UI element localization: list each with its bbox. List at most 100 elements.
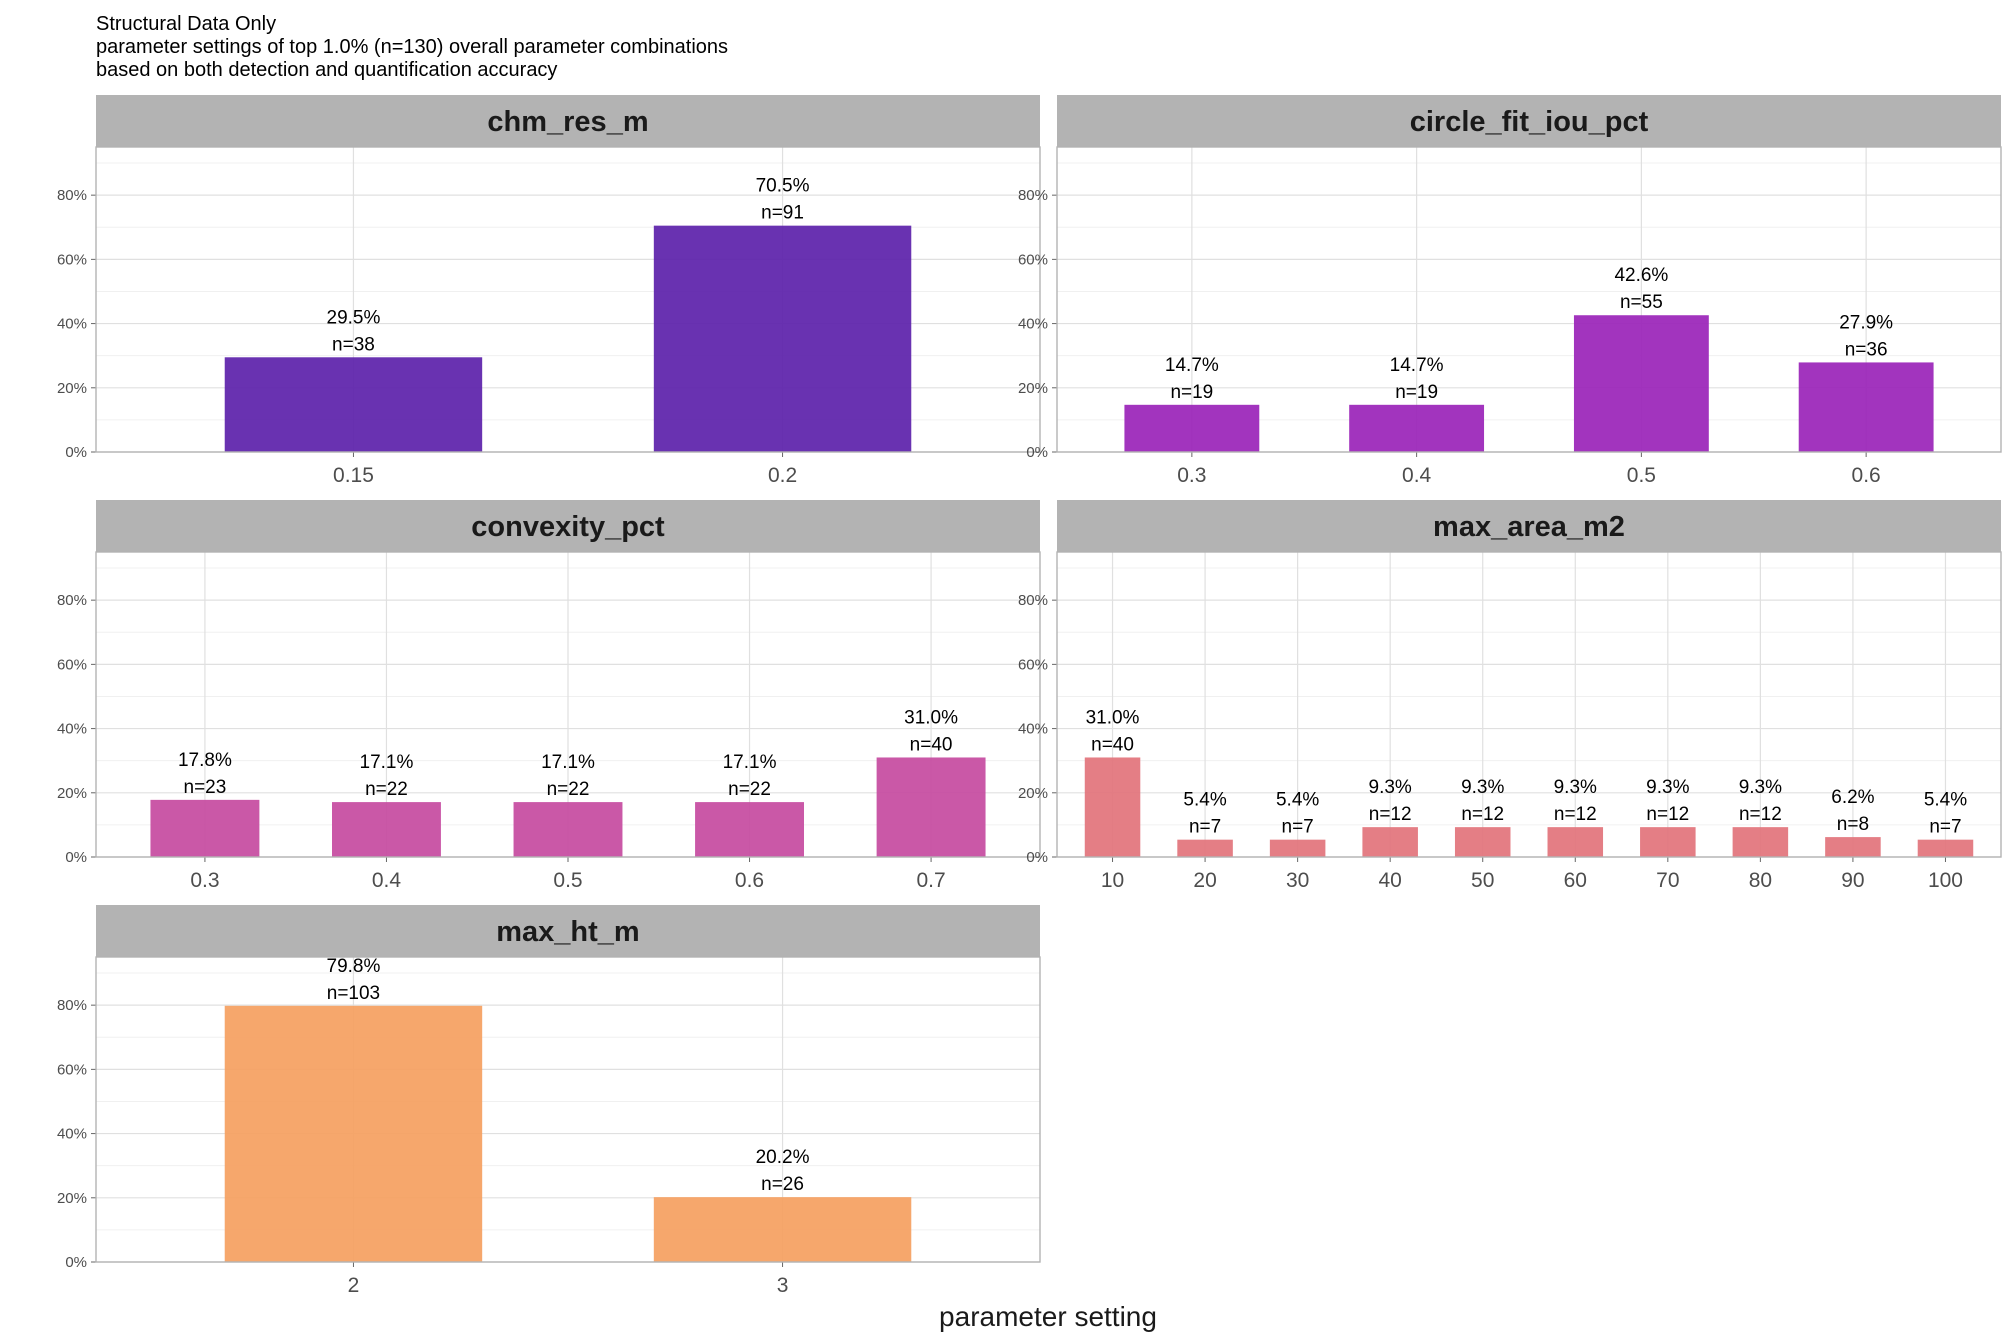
y-tick-label: 0% — [65, 1254, 87, 1271]
bar-convexity_pct-0.6 — [695, 802, 804, 857]
x-tick-label: 0.5 — [1627, 464, 1656, 487]
bar-count-label: n=22 — [365, 779, 408, 800]
y-tick-label: 40% — [57, 721, 87, 738]
x-tick-label: 10 — [1101, 869, 1124, 892]
x-tick-label: 70 — [1656, 869, 1679, 892]
bar-percent-label: 79.8% — [327, 956, 381, 977]
panel-border — [1056, 146, 2002, 453]
bar-percent-label: 14.7% — [1165, 355, 1219, 376]
bar-count-label: n=22 — [547, 779, 590, 800]
bar-percent-label: 9.3% — [1646, 777, 1689, 798]
bar-count-label: n=12 — [1369, 804, 1412, 825]
bar-percent-label: 29.5% — [327, 307, 381, 328]
bar-count-label: n=40 — [910, 734, 953, 755]
bar-circle_fit_iou_pct-0.6 — [1798, 362, 1934, 452]
y-tick-label: 0% — [65, 849, 87, 866]
bar-count-label: n=36 — [1845, 339, 1888, 360]
y-tick-label: 60% — [57, 656, 87, 673]
y-tick-label: 40% — [57, 316, 87, 333]
bar-count-label: n=19 — [1170, 382, 1213, 403]
x-tick-label: 80 — [1749, 869, 1772, 892]
bar-circle_fit_iou_pct-0.5 — [1573, 315, 1709, 452]
bar-percent-label: 17.1% — [541, 752, 595, 773]
bar-percent-label: 6.2% — [1831, 787, 1874, 808]
bar-percent-label: 5.4% — [1924, 790, 1967, 811]
y-tick-label: 40% — [1018, 316, 1048, 333]
bar-percent-label: 5.4% — [1276, 790, 1319, 811]
x-tick-label: 50 — [1471, 869, 1494, 892]
y-tick-label: 60% — [57, 251, 87, 268]
panel-border — [95, 551, 1041, 858]
y-tick-label: 20% — [1018, 380, 1048, 397]
panel-circle_fit_iou_pct: circle_fit_iou_pct 0% 20% 40% 60% 80% 14.7% n=1… — [1018, 95, 2002, 487]
bar-percent-label: 27.9% — [1839, 312, 1893, 333]
bar-max_area_m2-70 — [1640, 827, 1696, 857]
y-tick-label: 80% — [1018, 592, 1048, 609]
bar-count-label: n=22 — [728, 779, 771, 800]
bar-max_ht_m-3 — [653, 1197, 912, 1262]
bar-percent-label: 9.3% — [1554, 777, 1597, 798]
bar-max_area_m2-20 — [1177, 839, 1233, 857]
facet-panels: chm_res_m0%20%40%60%80%29.5%n=380.1570.5… — [57, 95, 2002, 1297]
bar-count-label: n=12 — [1739, 804, 1782, 825]
bar-convexity_pct-0.5 — [513, 802, 623, 857]
bar-max_area_m2-100 — [1917, 839, 1974, 857]
bar-percent-label: 14.7% — [1390, 355, 1444, 376]
y-tick-label: 0% — [1026, 849, 1048, 866]
y-tick-label: 0% — [65, 444, 87, 461]
x-tick-label: 0.6 — [735, 869, 764, 892]
strip-background — [96, 500, 1040, 552]
y-tick-label: 80% — [57, 997, 87, 1014]
bar-max_area_m2-80 — [1732, 827, 1789, 857]
bar-max_area_m2-60 — [1547, 827, 1604, 857]
x-tick-label: 0.3 — [1177, 464, 1206, 487]
x-tick-label: 0.4 — [372, 869, 402, 892]
strip-background — [1057, 500, 2001, 552]
bar-chm_res_m-0.15 — [224, 357, 483, 452]
y-tick-label: 60% — [57, 1061, 87, 1078]
y-tick-label: 60% — [1018, 251, 1048, 268]
bar-circle_fit_iou_pct-0.4 — [1349, 404, 1485, 452]
y-tick-label: 80% — [1018, 187, 1048, 204]
x-tick-label: 0.5 — [553, 869, 582, 892]
bar-percent-label: 20.2% — [756, 1147, 810, 1168]
bar-percent-label: 17.1% — [723, 752, 777, 773]
x-tick-label: 40 — [1378, 869, 1401, 892]
bar-convexity_pct-0.3 — [150, 799, 260, 857]
y-tick-label: 40% — [1018, 721, 1048, 738]
strip-label: circle_fit_iou_pct — [1410, 106, 1649, 138]
x-tick-label: 20 — [1193, 869, 1216, 892]
x-tick-label: 0.2 — [768, 464, 797, 487]
bar-count-label: n=91 — [761, 203, 804, 224]
bar-count-label: n=40 — [1091, 734, 1134, 755]
panel-max_area_m2: max_area_m2 0% 20% 40% 60% 80% 31.0% n=40 10 5.4%… — [1018, 500, 2002, 892]
chart-title-line-1: Structural Data Only — [96, 13, 276, 35]
bar-count-label: n=12 — [1554, 804, 1597, 825]
bar-percent-label: 42.6% — [1614, 265, 1668, 286]
chart-title-line-2: parameter settings of top 1.0% (n=130) o… — [96, 36, 728, 58]
bar-max_area_m2-50 — [1454, 827, 1511, 857]
bar-max_ht_m-2 — [224, 1005, 483, 1262]
y-tick-label: 40% — [57, 1126, 87, 1143]
bar-count-label: n=103 — [327, 983, 380, 1004]
panel-convexity_pct: convexity_pct 0% 20% 40% 60% 80% 17.8% n=23 0.3 1… — [57, 500, 1041, 892]
x-tick-label: 0.7 — [916, 869, 945, 892]
x-tick-label: 2 — [348, 1274, 360, 1297]
y-tick-label: 0% — [1026, 444, 1048, 461]
bar-max_area_m2-40 — [1362, 827, 1418, 857]
x-tick-label: 30 — [1286, 869, 1309, 892]
panel-chm_res_m: chm_res_m 0% 20% 40% 60% 80% 29.5% n=38 0.15 70.5… — [57, 95, 1041, 487]
bar-circle_fit_iou_pct-0.3 — [1124, 404, 1260, 452]
bar-chm_res_m-0.2 — [653, 225, 912, 452]
x-tick-label: 0.4 — [1402, 464, 1432, 487]
bar-count-label: n=38 — [332, 334, 375, 355]
x-tick-label: 0.15 — [333, 464, 374, 487]
bar-percent-label: 9.3% — [1369, 777, 1412, 798]
bar-percent-label: 31.0% — [1086, 707, 1140, 728]
bar-percent-label: 5.4% — [1183, 790, 1226, 811]
panel-border — [95, 956, 1041, 1263]
bar-max_area_m2-30 — [1269, 839, 1326, 857]
y-tick-label: 60% — [1018, 656, 1048, 673]
chart-title-line-3: based on both detection and quantificati… — [96, 59, 557, 81]
